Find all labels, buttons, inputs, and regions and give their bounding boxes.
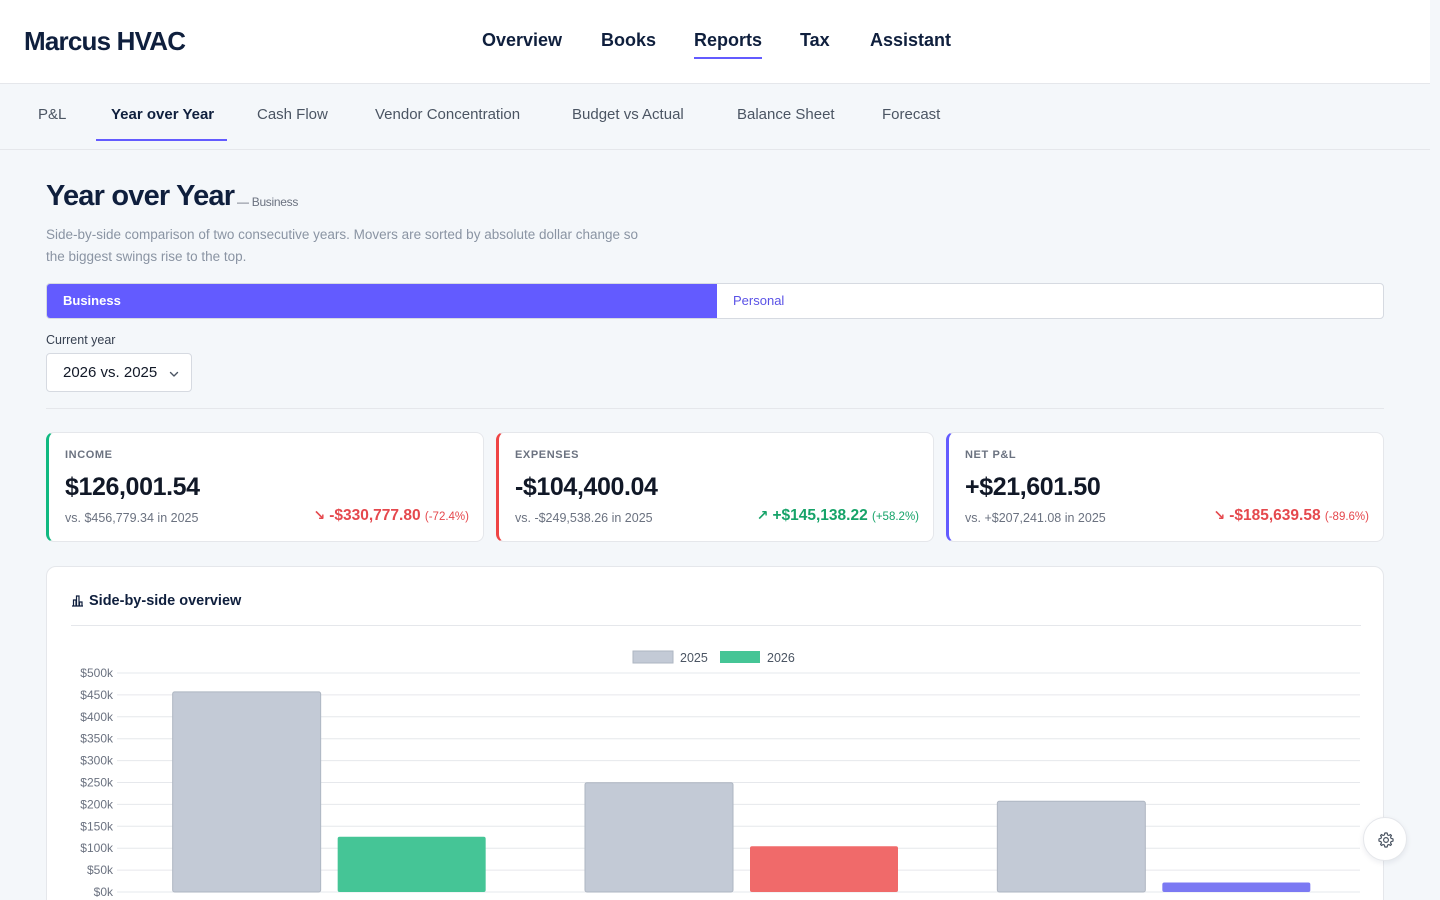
arrow-down-right-icon: ↘ <box>1213 507 1226 523</box>
tab-budget-vs-actual[interactable]: Budget vs Actual <box>572 106 684 123</box>
scope-personal-button[interactable]: Personal <box>733 293 785 308</box>
card-amount: +$21,601.50 <box>965 473 1101 501</box>
y-tick-label: $200k <box>80 797 114 811</box>
settings-button[interactable] <box>1363 817 1407 861</box>
legend-label: 2026 <box>767 651 795 665</box>
card-change: ↗ +$145,138.22 (+58.2%) <box>757 507 919 525</box>
expenses-card: EXPENSES -$104,400.04 vs. -$249,538.26 i… <box>496 432 934 542</box>
arrow-up-right-icon: ↗ <box>756 507 769 523</box>
y-tick-label: $500k <box>80 666 114 680</box>
active-tab-indicator <box>96 139 227 141</box>
page-description: Side-by-side comparison of two consecuti… <box>46 227 639 264</box>
y-tick-label: $50k <box>87 863 114 877</box>
card-label: INCOME <box>65 449 113 461</box>
card-change: ↘ -$330,777.80 (-72.4%) <box>313 507 469 525</box>
section-divider <box>46 408 1384 409</box>
main-nav: Overview Books Reports Tax Assistant <box>0 30 1430 64</box>
tab-year-over-year[interactable]: Year over Year <box>111 106 215 123</box>
bar-2026-net-p-l <box>1162 882 1311 892</box>
page-scope: — Business <box>237 195 299 209</box>
report-tabs: P&L Year over Year Cash Flow Vendor Conc… <box>0 84 1430 150</box>
tab-vendor-concentration[interactable]: Vendor Concentration <box>375 106 521 123</box>
y-tick-label: $400k <box>80 710 114 724</box>
card-amount: $126,001.54 <box>65 473 200 501</box>
gear-icon <box>1378 832 1394 848</box>
card-change-pct: (+58.2%) <box>872 511 919 523</box>
nav-overview[interactable]: Overview <box>482 30 563 50</box>
legend-label: 2025 <box>680 651 708 665</box>
overview-chart-card: Side-by-side overview $0k $50k $100k $150k $… <box>46 566 1384 900</box>
card-change-pct: (-89.6%) <box>1324 511 1369 523</box>
bar-2026-expenses <box>750 846 898 892</box>
legend-swatch <box>720 651 760 663</box>
card-label: EXPENSES <box>515 449 580 461</box>
y-tick-label: $250k <box>80 776 114 790</box>
card-change-pct: (-72.4%) <box>424 511 469 523</box>
card-change: ↘ -$185,639.58 (-89.6%) <box>1213 507 1369 525</box>
net-pnl-card: NET P&L +$21,601.50 vs. +$207,241.08 in … <box>946 432 1384 542</box>
income-card: INCOME $126,001.54 vs. $456,779.34 in 20… <box>46 432 484 542</box>
tab-cash-flow[interactable]: Cash Flow <box>257 106 328 123</box>
bar-2026-income <box>337 836 486 892</box>
app-brand[interactable]: Marcus HVAC <box>24 26 186 56</box>
card-change-amount: +$145,138.22 <box>772 507 868 524</box>
chart-title: Side-by-side overview <box>89 593 242 609</box>
y-tick-label: $100k <box>80 841 114 855</box>
nav-reports[interactable]: Reports <box>694 30 763 59</box>
nav-assistant[interactable]: Assistant <box>870 30 952 50</box>
y-tick-label: $150k <box>80 819 114 833</box>
y-tick-label: $300k <box>80 754 114 768</box>
current-year-label: Current year <box>46 333 116 347</box>
scope-toggle: Business Personal <box>46 283 1384 319</box>
bar-2025-expenses <box>584 782 734 893</box>
legend-swatch <box>632 650 674 664</box>
y-tick-label: $450k <box>80 688 114 702</box>
scope-business-button[interactable]: Business <box>47 284 717 318</box>
bar-2025-net-p-l <box>996 800 1146 893</box>
current-year-value: 2026 vs. 2025 <box>63 364 158 381</box>
chevron-down-icon <box>169 371 179 377</box>
card-previous: vs. -$249,538.26 in 2025 <box>515 511 653 525</box>
card-previous: vs. +$207,241.08 in 2025 <box>965 511 1106 525</box>
card-label: NET P&L <box>965 449 1017 461</box>
current-year-select[interactable]: 2026 vs. 2025 <box>46 353 192 392</box>
nav-books[interactable]: Books <box>601 30 657 50</box>
overview-bar-chart: $0k $50k $100k $150k $200k $250k $300k $350k $40… <box>80 650 1360 899</box>
top-bar: Marcus HVAC Overview Books Reports Tax A… <box>0 0 1430 84</box>
tab-balance-sheet[interactable]: Balance Sheet <box>737 106 835 123</box>
nav-tax[interactable]: Tax <box>800 30 830 50</box>
page-title: Year over Year <box>46 180 235 212</box>
chart-divider <box>71 625 1361 626</box>
card-change-amount: -$185,639.58 <box>1229 507 1321 524</box>
tab-forecast[interactable]: Forecast <box>882 106 941 123</box>
card-change-amount: -$330,777.80 <box>329 507 421 524</box>
card-previous: vs. $456,779.34 in 2025 <box>65 511 199 525</box>
bar-2025-income <box>172 691 322 893</box>
tab-pnl[interactable]: P&L <box>38 106 67 123</box>
card-amount: -$104,400.04 <box>515 473 658 501</box>
arrow-down-right-icon: ↘ <box>313 507 326 523</box>
bar-chart-icon <box>72 595 83 607</box>
y-tick-label: $0k <box>94 885 114 899</box>
y-tick-label: $350k <box>80 732 114 746</box>
